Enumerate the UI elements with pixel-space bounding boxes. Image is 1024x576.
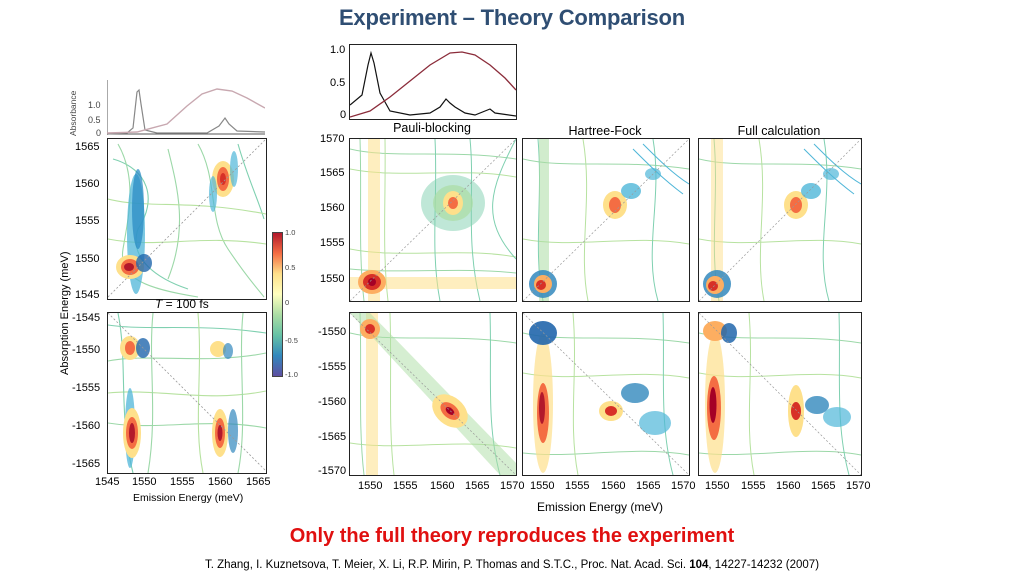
absorbance-tick-0: 0	[96, 128, 102, 138]
full-calculation-upper-map	[698, 138, 862, 302]
theory-xtick: 1560	[601, 480, 626, 492]
exp-upper-ytick: 1545	[75, 289, 100, 301]
exp-upper-ytick: 1560	[75, 178, 100, 190]
exp-xtick: 1550	[132, 476, 157, 488]
exp-lower-ytick: -1545	[72, 312, 101, 324]
experiment-absorbance-plot	[107, 80, 265, 135]
absorbance-axis-label: Absorbance	[68, 90, 78, 136]
colorbar-tick: 0	[285, 298, 290, 307]
theory-xtick: 1565	[636, 480, 661, 492]
hartree-fock-upper-map	[522, 138, 690, 302]
absorbance-tick-05: 0.5	[88, 115, 101, 125]
theory-xtick: 1550	[358, 480, 383, 492]
theory-xtick: 1570	[846, 480, 871, 492]
column-title-pauli-blocking: Pauli-blocking	[393, 121, 471, 135]
hartree-fock-lower-map	[522, 312, 690, 476]
exp-upper-ytick: 1550	[75, 253, 100, 265]
experiment-lower-map	[107, 312, 267, 474]
theory-x-axis-label: Emission Energy (meV)	[537, 500, 664, 514]
pauli-blocking-upper-map	[349, 138, 517, 302]
theory-upper-ytick: 1560	[320, 202, 345, 214]
colorbar-tick: -1.0	[285, 370, 298, 379]
slide-title: Experiment – Theory Comparison	[338, 5, 686, 30]
exp-upper-ytick: 1565	[75, 141, 100, 153]
full-calculation-lower-map	[698, 312, 862, 476]
exp-lower-ytick: -1550	[72, 344, 101, 356]
conclusion-text: Only the full theory reproduces the expe…	[289, 525, 735, 547]
theory-xtick: 1570	[500, 480, 525, 492]
theory-xtick: 1555	[393, 480, 418, 492]
colorbar	[272, 232, 283, 377]
theory-xtick: 1560	[430, 480, 455, 492]
theory-xtick: 1565	[811, 480, 836, 492]
theory-xtick: 1550	[705, 480, 730, 492]
theory-lower-ytick: -1565	[318, 431, 347, 443]
experiment-upper-map	[107, 138, 267, 300]
theory-xtick: 1570	[671, 480, 696, 492]
theory-top-tick: 1.0	[330, 44, 346, 56]
experiment-absorbance-narrow-curve	[107, 88, 265, 135]
exp-lower-ytick: -1560	[72, 420, 101, 432]
theory-upper-ytick: 1570	[320, 133, 345, 145]
exp-xtick: 1565	[246, 476, 271, 488]
exp-xtick: 1545	[95, 476, 120, 488]
theory-xtick: 1555	[565, 480, 590, 492]
theory-absorbance-broad-curve	[350, 51, 516, 118]
theory-xtick: 1550	[530, 480, 555, 492]
colorbar-tick: 0.5	[285, 263, 296, 272]
theory-lower-ytick: -1560	[318, 396, 347, 408]
exp-xtick: 1560	[208, 476, 233, 488]
exp-lower-ytick: -1565	[72, 458, 101, 470]
theory-upper-ytick: 1555	[320, 237, 345, 249]
exp-xtick: 1555	[170, 476, 195, 488]
theory-lower-ytick: -1555	[318, 361, 347, 373]
experiment-absorbance-broad-curve	[107, 88, 265, 134]
theory-xtick: 1560	[776, 480, 801, 492]
theory-absorbance-narrow-curve	[350, 50, 516, 117]
theory-upper-ytick: 1550	[320, 273, 345, 285]
theory-xtick: 1555	[741, 480, 766, 492]
theory-lower-ytick: -1570	[318, 465, 347, 477]
citation: T. Zhang, I. Kuznetsova, T. Meier, X. Li…	[204, 559, 820, 571]
colorbar-tick: -0.5	[285, 336, 298, 345]
theory-absorbance-plot	[349, 44, 517, 120]
absorbance-tick-1: 1.0	[88, 100, 101, 110]
column-title-full-calculation: Full calculation	[737, 124, 821, 138]
pauli-blocking-lower-map	[349, 312, 517, 476]
experiment-x-axis-label: Emission Energy (meV)	[133, 492, 244, 504]
exp-lower-ytick: -1555	[72, 382, 101, 394]
theory-lower-ytick: -1550	[318, 326, 347, 338]
exp-upper-ytick: 1555	[75, 215, 100, 227]
theory-top-tick: 0	[340, 109, 347, 121]
time-delay-label: T = 100 fs	[155, 297, 209, 311]
theory-upper-ytick: 1565	[320, 167, 345, 179]
theory-top-tick: 0.5	[330, 77, 346, 89]
theory-xtick: 1565	[465, 480, 490, 492]
column-title-hartree-fock: Hartree-Fock	[568, 124, 642, 138]
colorbar-tick: 1.0	[285, 228, 296, 237]
